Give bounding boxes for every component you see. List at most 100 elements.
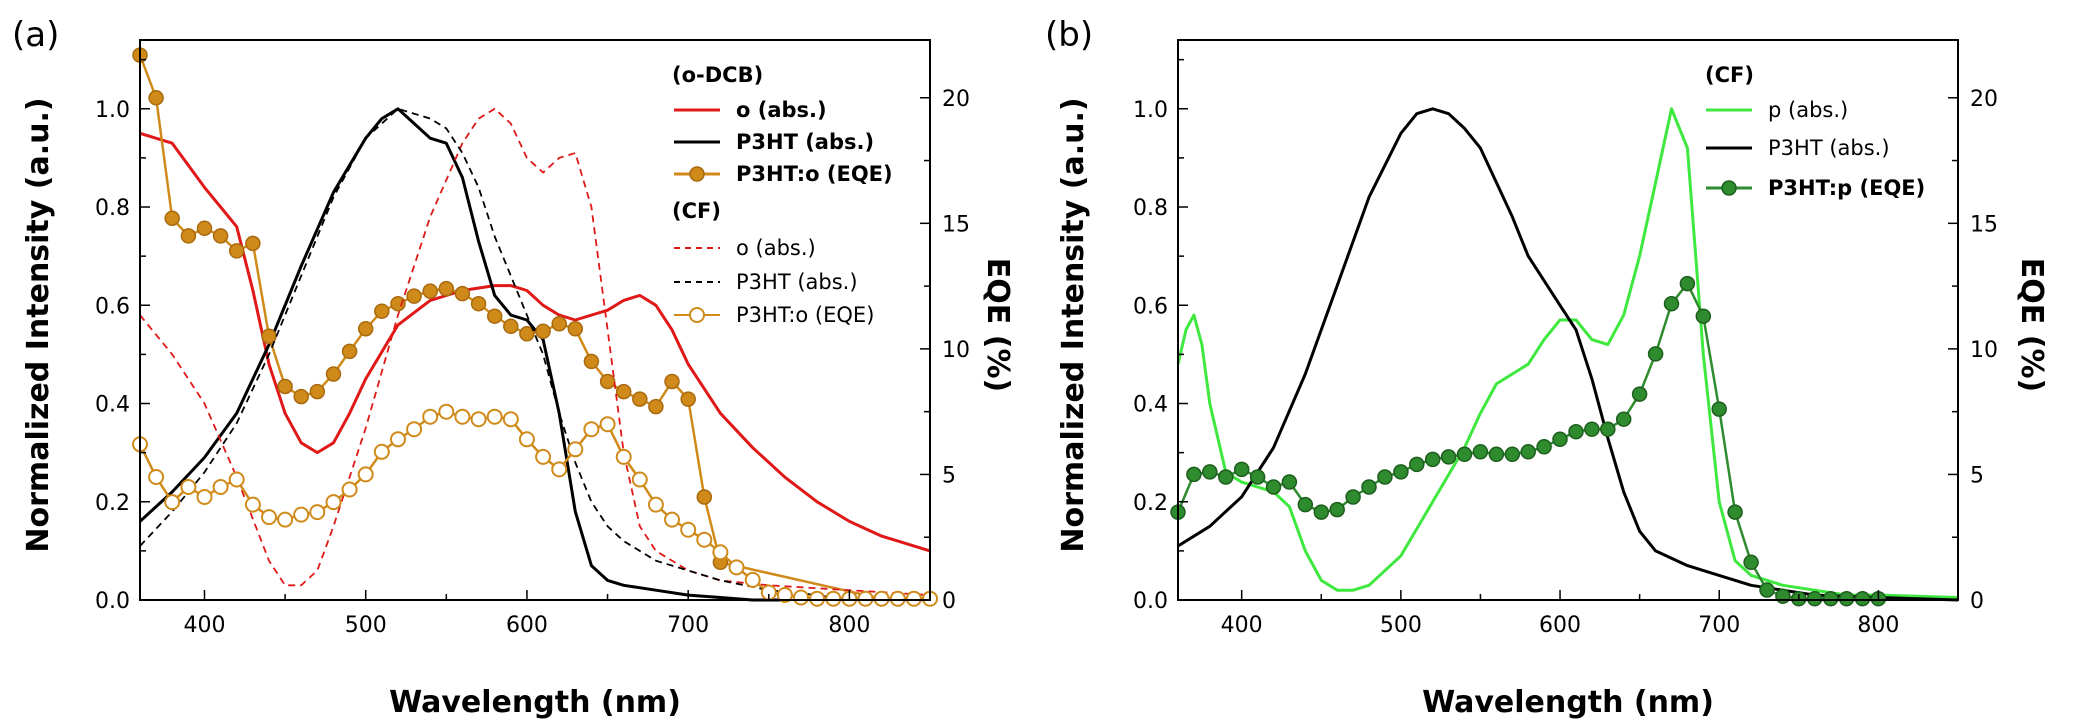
- series-point-a-5: [728, 559, 745, 576]
- series-point-a-5: [873, 590, 890, 607]
- series-point-a-5: [454, 408, 471, 425]
- panel-b: (b) 400 500 600 700 800 0.0 0.2 0.4 0.6 0.8 1.0 0 5 1…: [1045, 15, 2049, 720]
- series-point-a-5: [518, 431, 535, 448]
- series-point-b-2: [1854, 590, 1871, 607]
- series-point-a-5: [293, 506, 310, 523]
- series-point-b-2: [1759, 582, 1775, 598]
- series-point-a-2: [680, 391, 696, 407]
- series-point-a-2: [309, 383, 326, 400]
- x-tick-label-a: 700: [667, 613, 709, 638]
- series-point-b-2: [1377, 469, 1393, 485]
- legend-b-entry-2: P3HT (abs.): [1768, 136, 1890, 160]
- series-point-a-5: [647, 496, 664, 513]
- y-tick-label-a: 0.0: [95, 589, 130, 614]
- series-point-b-2: [1695, 308, 1712, 324]
- series-point-a-2: [148, 90, 164, 106]
- series-point-a-2: [632, 391, 648, 407]
- series-point-a-5: [261, 509, 277, 526]
- series-point-a-2: [374, 303, 390, 319]
- y2-tick-label-b: 20: [1970, 87, 1998, 112]
- series-point-a-5: [470, 411, 487, 428]
- series-point-b-2: [1409, 456, 1425, 473]
- legend-b-group-title: (CF): [1705, 63, 1754, 87]
- series-point-a-2: [503, 318, 519, 335]
- plot-frame-a: [139, 39, 931, 601]
- series-point-a-5: [309, 504, 326, 521]
- series-point-a-2: [341, 343, 358, 360]
- series-point-b-2: [1663, 295, 1680, 312]
- series-point-a-2: [583, 353, 600, 370]
- series-point-a-2: [615, 383, 632, 400]
- series-point-a-5: [793, 589, 809, 606]
- y2-tick-label-b: 0: [1970, 589, 1984, 614]
- series-point-a-5: [341, 481, 358, 498]
- series-point-a-2: [245, 235, 261, 252]
- series-point-a-5: [180, 479, 197, 495]
- y-tick-label-b: 0.6: [1133, 294, 1168, 319]
- series-point-a-5: [776, 587, 793, 603]
- legend-a-marker-filled: [689, 166, 705, 182]
- series-point-a-2: [519, 326, 535, 342]
- series-line-a-4: [139, 107, 930, 601]
- x-tick-label-b: 700: [1698, 613, 1740, 638]
- y-tick-label-a: 0.4: [95, 393, 130, 418]
- series-line-b-0: [1176, 107, 1959, 599]
- series-point-a-2: [277, 378, 293, 395]
- series-point-a-5: [664, 511, 680, 528]
- series-point-b-2: [1775, 588, 1791, 604]
- legend-b-entry-1: p (abs.): [1768, 98, 1848, 122]
- series-point-b-2: [1202, 464, 1218, 480]
- series-point-a-2: [390, 295, 406, 312]
- series-point-a-2: [454, 285, 471, 302]
- series-point-a-5: [551, 461, 568, 478]
- x-tick-label-a: 400: [183, 613, 225, 638]
- series-point-a-5: [680, 521, 697, 538]
- y-axis-title-a: Normalized Intensity (a.u.): [21, 97, 56, 552]
- series-point-a-2: [470, 295, 487, 312]
- y2-tick-label-a: 10: [942, 338, 970, 363]
- series-line-b-1: [1177, 107, 1959, 602]
- series-point-b-2: [1345, 489, 1361, 505]
- series-point-a-2: [486, 308, 503, 324]
- y2-tick-label-b: 5: [1970, 463, 1984, 488]
- series-point-a-2: [438, 280, 455, 297]
- series-point-a-2: [422, 283, 438, 299]
- series-point-a-5: [373, 443, 390, 460]
- series-point-b-2: [1456, 446, 1473, 463]
- series-point-a-5: [696, 531, 713, 548]
- x-tick-label-b: 600: [1539, 613, 1581, 638]
- series-point-a-5: [422, 408, 439, 425]
- series-point-a-2: [180, 228, 197, 244]
- series-point-b-2: [1568, 423, 1584, 440]
- y-tick-label-b: 0.8: [1133, 196, 1168, 221]
- series-point-b-2: [1218, 469, 1234, 485]
- series-point-a-2: [551, 316, 567, 332]
- series-point-a-5: [486, 408, 503, 425]
- y2-tick-label-a: 15: [942, 212, 970, 237]
- y2-tick-label-a: 0: [942, 589, 956, 614]
- panel-b-label: (b): [1045, 15, 1093, 55]
- series-point-b-2: [1424, 451, 1441, 468]
- series-point-b-2: [1711, 401, 1727, 417]
- series-point-a-5: [502, 411, 519, 428]
- series-point-b-2: [1806, 590, 1823, 607]
- x-tick-label-b: 400: [1221, 613, 1263, 638]
- series-point-a-2: [664, 373, 680, 390]
- series-point-a-5: [744, 571, 761, 588]
- y2-axis-title-a: EQE (%): [980, 258, 1015, 392]
- y2-axis-title-b: EQE (%): [2014, 258, 2049, 392]
- series-point-b-2: [1743, 554, 1759, 571]
- series-point-b-2: [1584, 421, 1600, 437]
- series-point-b-2: [1393, 464, 1409, 480]
- series-point-a-5: [535, 448, 552, 465]
- panel-a: (a) 400 500 600 700 800 0.0 0.2 0.4 0.6 0.8 1.0 0 5 1…: [12, 15, 1015, 720]
- legend-a-entry-6: P3HT:o (EQE): [736, 303, 874, 327]
- series-point-b-2: [1265, 479, 1282, 495]
- series-point-b-2: [1536, 439, 1552, 455]
- series-line-b-2: [1176, 282, 1879, 600]
- series-point-a-5: [212, 479, 229, 495]
- series-point-a-5: [631, 471, 648, 488]
- x-tick-label-b: 500: [1380, 613, 1422, 638]
- series-point-a-5: [889, 590, 906, 607]
- series-point-a-5: [196, 489, 213, 505]
